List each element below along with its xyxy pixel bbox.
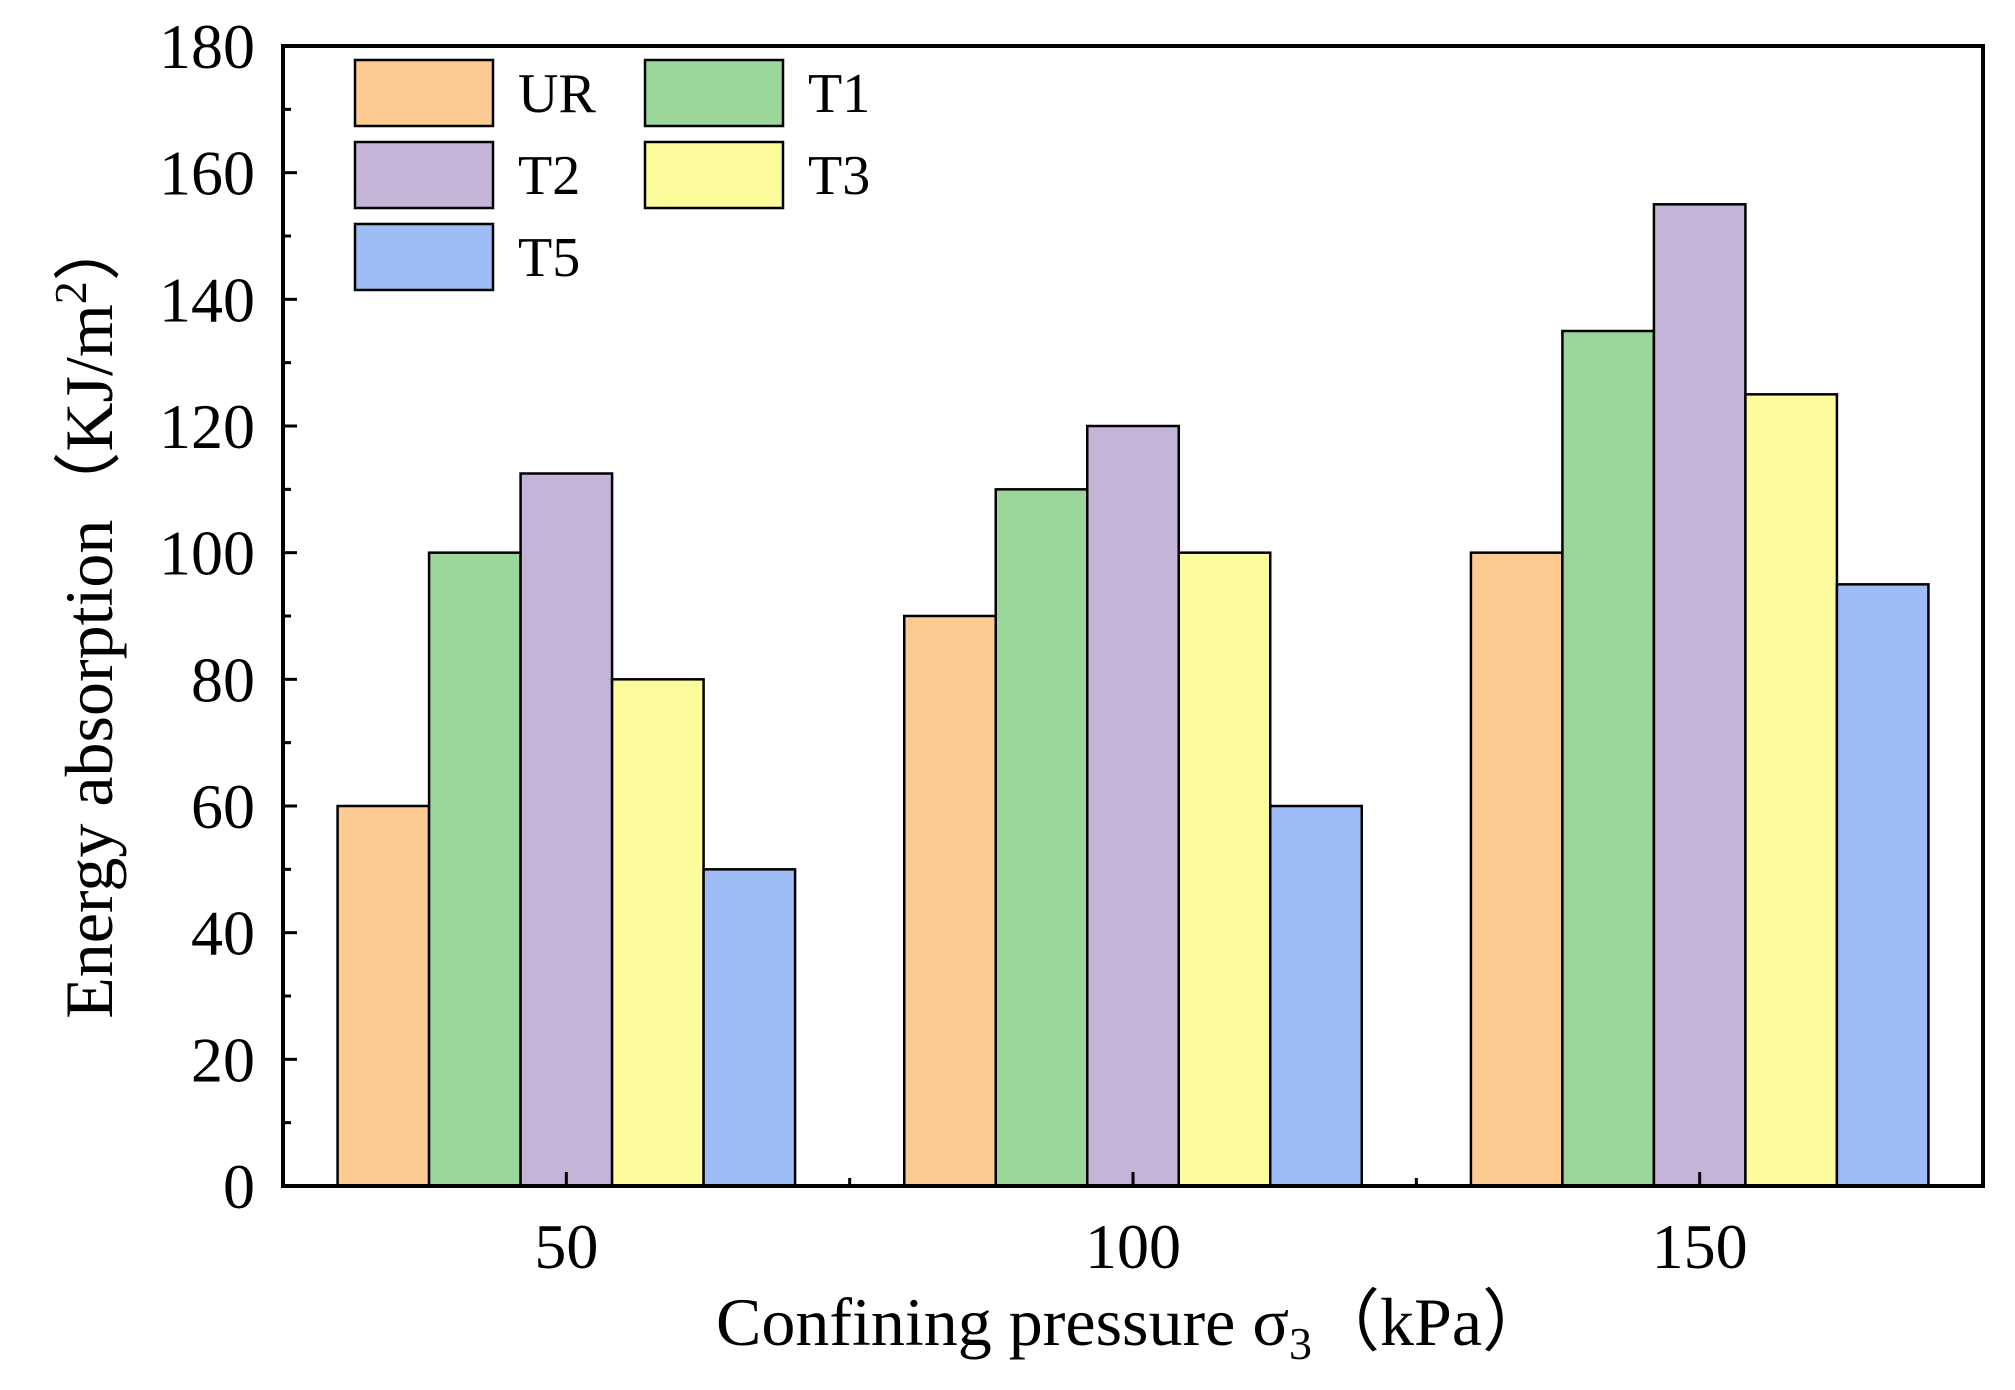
y-tick-label-160: 160: [159, 138, 255, 209]
bar-t1-150: [1561, 329, 1656, 1188]
x-axis-title-unit: （kPa）: [1312, 1284, 1550, 1360]
y-tick-label-60: 60: [191, 771, 255, 842]
bar-t2-150: [1652, 203, 1747, 1188]
x-tick-labels: 50 100 150: [534, 1211, 1747, 1282]
bars-group: [336, 203, 1930, 1188]
legend-label-t3: T3: [808, 145, 870, 207]
bar-t1-100: [994, 488, 1089, 1188]
legend-swatch-ur: [353, 58, 495, 128]
bar-t3-100: [1177, 551, 1272, 1188]
x-axis-title-main: Confining pressure σ: [716, 1284, 1289, 1360]
legend-swatch-t2: [353, 140, 495, 210]
legend-swatch-t1: [643, 58, 785, 128]
x-axis-title-subscript: 3: [1289, 1318, 1312, 1369]
y-tick-label-140: 140: [159, 264, 255, 335]
bar-ur-150: [1469, 551, 1564, 1188]
y-tick-label-80: 80: [191, 644, 255, 715]
y-axis-title-main: Energy absorption（KJ/m: [51, 304, 127, 1019]
bar-t3-150: [1744, 393, 1839, 1188]
bar-ur-50: [336, 804, 431, 1188]
axis-ticks: [283, 44, 1702, 1188]
legend-label-t1: T1: [808, 63, 870, 125]
bar-t5-100: [1269, 804, 1363, 1188]
bar-t1-50: [427, 551, 522, 1188]
y-tick-label-20: 20: [191, 1024, 255, 1095]
bar-t3-50: [610, 678, 705, 1188]
x-tick-label-150: 150: [1652, 1211, 1748, 1282]
y-axis-title: Energy absorption（KJ/m2）: [45, 213, 127, 1019]
y-axis-title-superscript: 2: [45, 281, 96, 304]
bar-ur-100: [903, 614, 997, 1188]
x-tick-label-50: 50: [534, 1211, 598, 1282]
legend-swatch-t5: [353, 222, 495, 292]
bar-t2-100: [1086, 424, 1180, 1188]
y-tick-labels: 0 20 40 60 80 100 120 140 160 180: [159, 11, 255, 1222]
legend-label-t5: T5: [518, 227, 580, 289]
y-tick-label-100: 100: [159, 518, 255, 589]
legend-label-t2: T2: [518, 145, 580, 207]
x-tick-label-100: 100: [1085, 1211, 1181, 1282]
bar-t2-50: [519, 472, 614, 1188]
legend: UR T1 T2 T3 T5: [353, 58, 870, 292]
y-tick-label-180: 180: [159, 11, 255, 82]
y-tick-label-0: 0: [223, 1151, 255, 1222]
bar-t5-150: [1835, 583, 1930, 1188]
legend-swatch-t3: [643, 140, 785, 210]
legend-label-ur: UR: [518, 63, 596, 125]
x-axis-title: Confining pressure σ3（kPa）: [716, 1284, 1550, 1369]
bar-t5-50: [702, 868, 797, 1188]
y-tick-label-40: 40: [191, 898, 255, 969]
y-tick-label-120: 120: [159, 391, 255, 462]
y-axis-title-end: ）: [51, 213, 127, 281]
